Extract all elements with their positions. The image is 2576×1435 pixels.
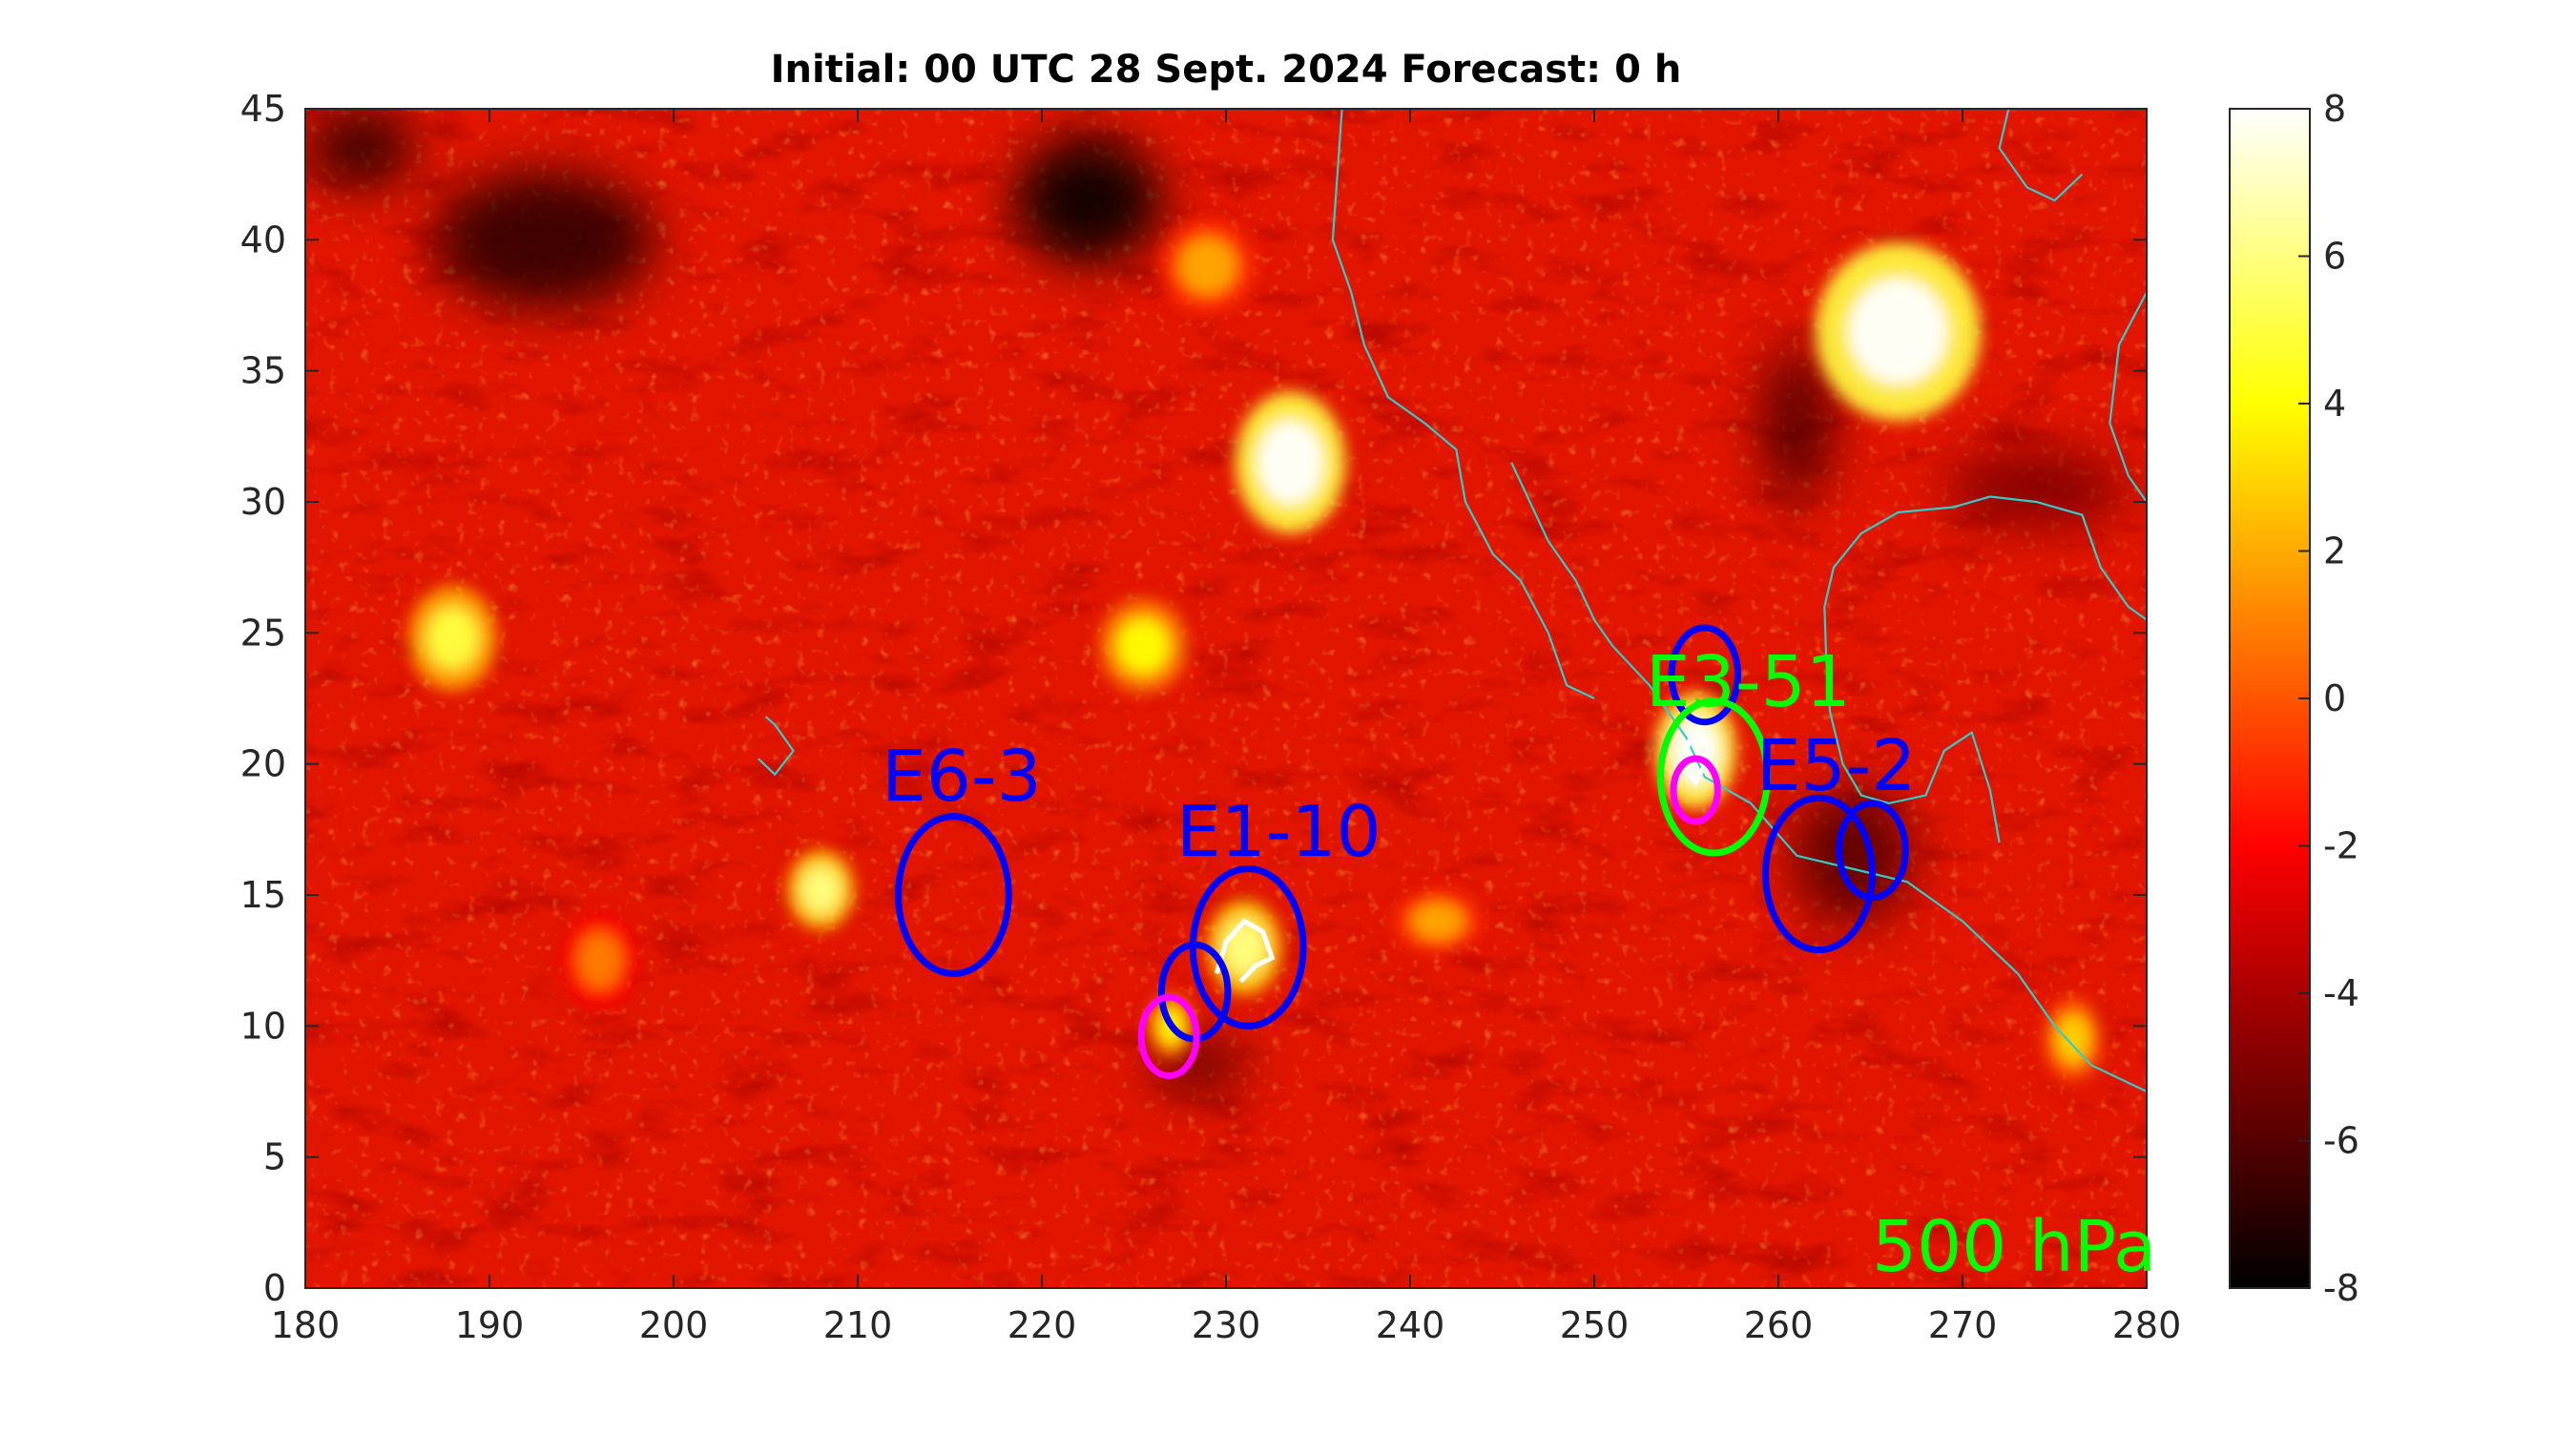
- colorbar: -8 -6 -4 -2 0 2 4 6 8: [2229, 88, 2359, 1309]
- cold-spot: [1759, 344, 1834, 502]
- colorbar-tick-label: 4: [2323, 383, 2346, 425]
- cold-spot: [1014, 137, 1162, 264]
- y-tick-label: 15: [240, 874, 286, 916]
- warm-spot: [1411, 902, 1465, 941]
- y-tick-label: 5: [263, 1136, 286, 1178]
- colorbar-tick-label: -2: [2323, 825, 2359, 867]
- system-ellipse: [1761, 794, 1876, 954]
- x-tick-label: 220: [1008, 1304, 1077, 1346]
- x-tick-label: 270: [1928, 1304, 1998, 1346]
- y-tick-label: 45: [240, 88, 286, 130]
- system-ellipse: [1656, 697, 1771, 857]
- x-tick-label: 250: [1560, 1304, 1630, 1346]
- coastline: [1823, 606, 2001, 843]
- system-ellipse: [1836, 800, 1909, 902]
- y-tick-label: 40: [240, 218, 286, 260]
- x-tick-label: 190: [455, 1304, 525, 1346]
- system-label: E5-2: [1756, 725, 1917, 807]
- x-axis: 180 190 200 210 220 230 240 250 260 270 280: [271, 109, 2182, 1346]
- system-ellipse: [1137, 993, 1200, 1080]
- x-tick-label: 180: [271, 1304, 341, 1346]
- system-label: E1-10: [1176, 791, 1381, 873]
- cold-spot: [434, 171, 655, 308]
- contour-line: [1679, 731, 1712, 787]
- colorbar-tick-label: 0: [2323, 677, 2346, 719]
- coastline: [1998, 109, 2084, 202]
- colorbar-tick-label: 6: [2323, 236, 2346, 278]
- y-tick-label: 25: [240, 612, 286, 654]
- cold-spot: [1943, 449, 2129, 529]
- warm-spot: [800, 865, 841, 914]
- system-ellipse: [1668, 624, 1742, 726]
- contour-line: [1214, 918, 1276, 984]
- coastline: [2109, 291, 2147, 503]
- system-label: E3-51: [1646, 641, 1851, 723]
- coastline-layer: [758, 109, 2147, 1092]
- warm-spot: [577, 932, 622, 989]
- system-label: E6-3: [882, 736, 1042, 818]
- x-tick-label: 210: [823, 1304, 893, 1346]
- y-tick-label: 35: [240, 350, 286, 392]
- y-tick-label: 0: [263, 1267, 286, 1309]
- warm-spot: [1257, 420, 1324, 506]
- colorbar-gradient: [2229, 108, 2311, 1289]
- x-tick-label: 200: [639, 1304, 709, 1346]
- y-axis: 0 5 10 15 20 25 30 35 40 45: [240, 88, 2147, 1309]
- x-tick-label: 260: [1744, 1304, 1814, 1346]
- warm-spot: [1178, 238, 1236, 295]
- colorbar-tick-label: -4: [2323, 972, 2359, 1014]
- colorbar-tick-label: -8: [2323, 1267, 2359, 1309]
- chart-title: Initial: 00 UTC 28 Sept. 2024 Forecast: …: [771, 48, 1682, 92]
- warm-spot: [2055, 1013, 2091, 1065]
- coastline: [1331, 109, 1595, 699]
- coastline: [1510, 462, 2147, 1092]
- colorbar-tick-label: 2: [2323, 530, 2346, 572]
- cold-anomaly-layer: [305, 109, 2129, 1092]
- warm-spot: [426, 606, 480, 670]
- colorbar-tick-label: 8: [2323, 88, 2346, 130]
- system-ellipse: [894, 813, 1012, 977]
- warm-spot: [1848, 278, 1948, 385]
- ellipse-layer: [894, 624, 1909, 1080]
- y-tick-label: 20: [240, 743, 286, 785]
- pressure-level-label: 500 hPa: [1872, 1206, 2156, 1288]
- coastline: [758, 716, 795, 777]
- contour-layer: [1214, 731, 1712, 984]
- x-tick-label: 240: [1376, 1304, 1445, 1346]
- warm-spot: [1116, 617, 1170, 675]
- coastline: [1823, 495, 2147, 621]
- y-tick-label: 30: [240, 481, 286, 523]
- x-tick-label: 280: [2112, 1304, 2182, 1346]
- y-tick-label: 10: [240, 1005, 286, 1047]
- cold-spot: [1793, 787, 1911, 925]
- x-tick-label: 230: [1192, 1304, 1261, 1346]
- system-ellipse: [1670, 755, 1721, 825]
- cold-spot: [305, 109, 416, 188]
- colorbar-ticks: -8 -6 -4 -2 0 2 4 6 8: [2298, 88, 2359, 1309]
- colorbar-tick-label: -6: [2323, 1120, 2359, 1162]
